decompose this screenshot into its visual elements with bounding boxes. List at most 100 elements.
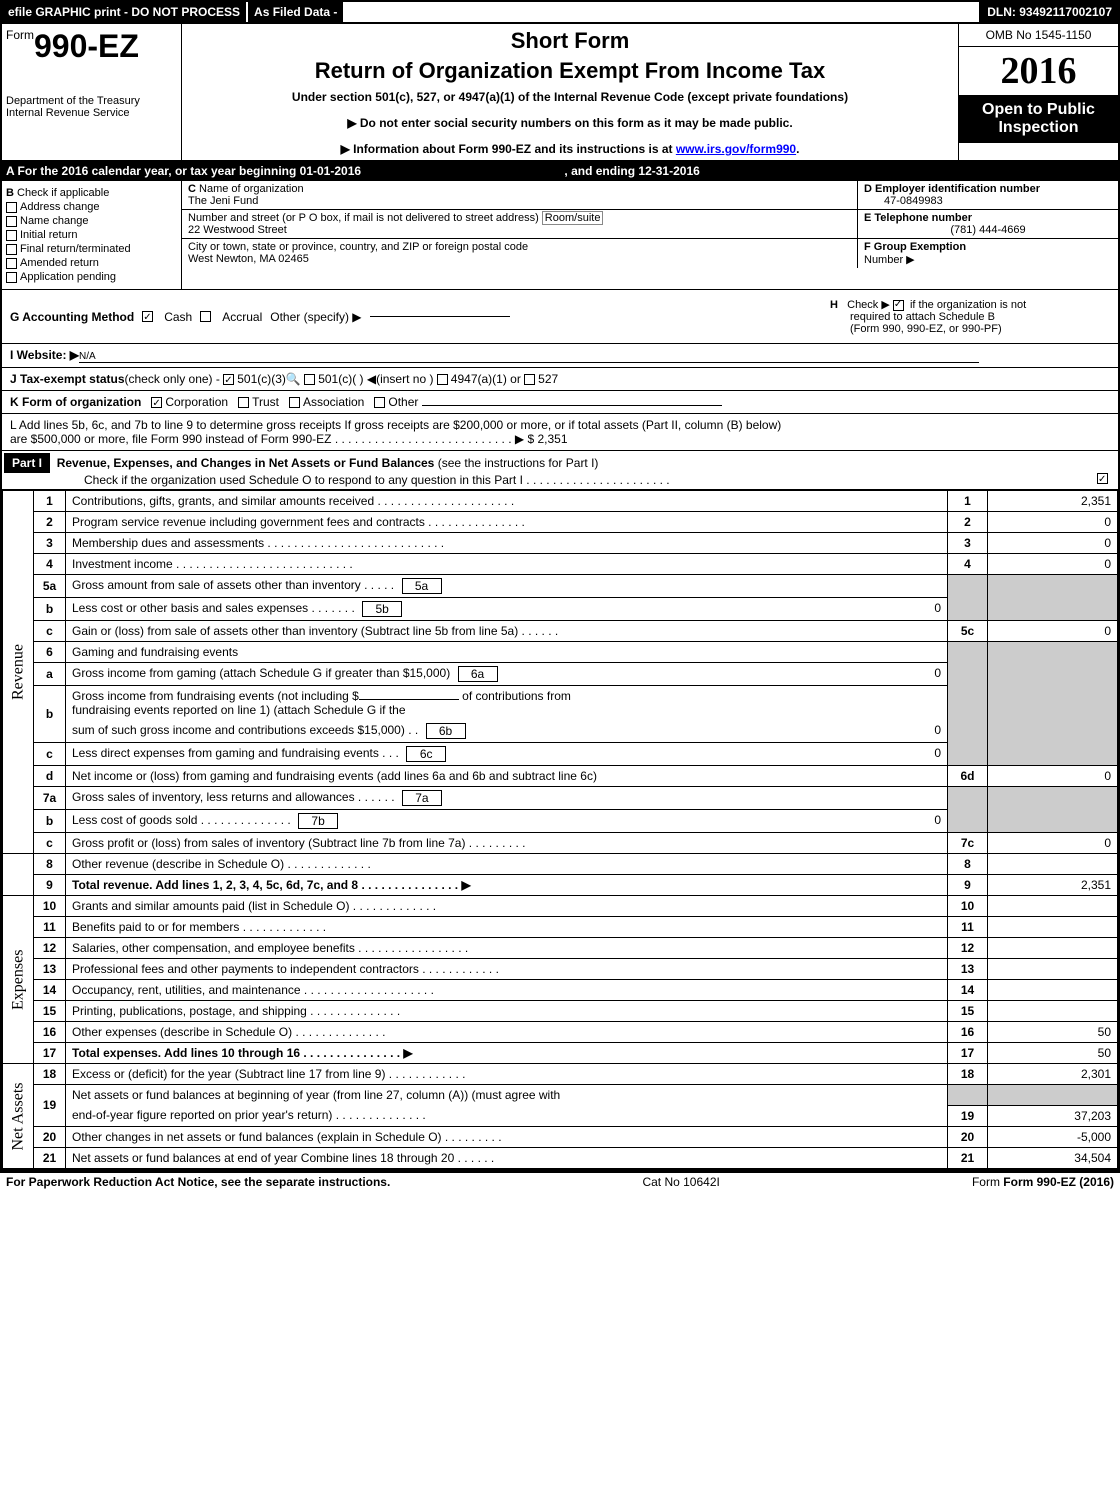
lno-12: 12 — [34, 938, 66, 959]
chk-assoc[interactable] — [289, 397, 300, 408]
line-1: Revenue 1 Contributions, gifts, grants, … — [3, 491, 1118, 512]
desc-12: Salaries, other compensation, and employ… — [66, 938, 948, 959]
chk-part-i[interactable] — [1097, 473, 1108, 484]
e-phone: E Telephone number (781) 444-4669 — [858, 210, 1118, 238]
c-street: Number and street (or P O box, if mail i… — [182, 210, 858, 238]
line-6d: d Net income or (loss) from gaming and f… — [3, 766, 1118, 787]
part-i-check: Check if the organization used Schedule … — [84, 473, 523, 487]
j-text: (check only one) - — [125, 372, 220, 386]
dln-label: DLN: 93492117002107 — [981, 2, 1118, 22]
chk-h[interactable] — [893, 300, 904, 311]
line-9: 9 Total revenue. Add lines 1, 2, 3, 4, 5… — [3, 875, 1118, 896]
desc-5b: Less cost or other basis and sales expen… — [66, 598, 948, 621]
lno-5a: 5a — [34, 575, 66, 598]
side-rev2 — [3, 854, 34, 896]
line-21: 21Net assets or fund balances at end of … — [3, 1147, 1118, 1168]
rno-18: 18 — [948, 1064, 988, 1085]
header: Form990-EZ Department of the Treasury In… — [2, 24, 1118, 162]
rno-19: 19 — [948, 1105, 988, 1126]
g-other: Other (specify) ▶ — [270, 310, 361, 324]
dept-irs: Internal Revenue Service — [6, 107, 177, 119]
rno-5c: 5c — [948, 621, 988, 642]
line-19b: end-of-year figure reported on prior yea… — [3, 1105, 1118, 1126]
chk-final[interactable] — [6, 244, 17, 255]
footer-left: For Paperwork Reduction Act Notice, see … — [6, 1175, 390, 1189]
g-other-blank[interactable] — [370, 316, 510, 317]
k-other-blank[interactable] — [422, 405, 722, 406]
amt-12 — [988, 938, 1118, 959]
b-label: B — [6, 187, 14, 199]
irs-link[interactable]: www.irs.gov/form990 — [676, 142, 796, 156]
d6a: Gross income from gaming (attach Schedul… — [72, 666, 450, 680]
under-section: Under section 501(c), 527, or 4947(a)(1)… — [190, 90, 950, 104]
d5b: Less cost or other basis and sales expen… — [72, 601, 355, 615]
lno-17: 17 — [34, 1043, 66, 1064]
chk-cash[interactable] — [142, 311, 153, 322]
b-opt-4: Amended return — [20, 257, 99, 269]
lno-18: 18 — [34, 1064, 66, 1085]
chk-name[interactable] — [6, 216, 17, 227]
line-10: Expenses 10 Grants and similar amounts p… — [3, 896, 1118, 917]
short-form: Short Form — [190, 28, 950, 54]
desc-4: Investment income . . . . . . . . . . . … — [66, 554, 948, 575]
lno-15: 15 — [34, 1001, 66, 1022]
chk-other[interactable] — [374, 397, 385, 408]
d-ein: D Employer identification number 47-0849… — [858, 181, 1118, 209]
rno-16: 16 — [948, 1022, 988, 1043]
part-i-dots: . . . . . . . . . . . . . . . . . . . . … — [526, 473, 669, 487]
d6b1: Gross income from fundraising events (no… — [72, 689, 359, 703]
section-a-text: A For the 2016 calendar year, or tax yea… — [2, 162, 1118, 180]
open-public-2: Inspection — [965, 119, 1112, 137]
l-text1: L Add lines 5b, 6c, and 7b to line 9 to … — [10, 418, 781, 432]
amt-20: -5,000 — [988, 1126, 1118, 1147]
c-street-row: Number and street (or P O box, if mail i… — [182, 210, 1118, 239]
desc-6d: Net income or (loss) from gaming and fun… — [66, 766, 948, 787]
right-box: OMB No 1545-1150 2016 Open to Public Ins… — [958, 24, 1118, 160]
line-19a: 19 Net assets or fund balances at beginn… — [3, 1085, 1118, 1106]
amt-21: 34,504 — [988, 1147, 1118, 1168]
chk-accrual[interactable] — [200, 311, 211, 322]
lno-1: 1 — [34, 491, 66, 512]
chk-amended[interactable] — [6, 258, 17, 269]
side-revenue: Revenue — [3, 491, 34, 854]
chk-corp[interactable] — [151, 397, 162, 408]
chk-trust[interactable] — [238, 397, 249, 408]
rno-14: 14 — [948, 980, 988, 1001]
c-name-row: C Name of organization The Jeni Fund D E… — [182, 181, 1118, 210]
form-number-box: Form990-EZ Department of the Treasury In… — [2, 24, 182, 160]
j-opt4: 527 — [538, 372, 558, 386]
c-name: C Name of organization The Jeni Fund — [182, 181, 858, 209]
chk-pending[interactable] — [6, 272, 17, 283]
chk-initial[interactable] — [6, 230, 17, 241]
c-label: C — [188, 183, 196, 195]
line-8: 8 Other revenue (describe in Schedule O)… — [3, 854, 1118, 875]
b-opt-2: Initial return — [20, 229, 77, 241]
chk-527[interactable] — [524, 374, 535, 385]
chk-501c3[interactable] — [223, 374, 234, 385]
amt-6d: 0 — [988, 766, 1118, 787]
h-t3: required to attach Schedule B — [850, 311, 995, 323]
g-label: G Accounting Method — [10, 310, 134, 324]
desc-7b: Less cost of goods sold . . . . . . . . … — [66, 810, 948, 833]
shade-5 — [948, 575, 988, 621]
desc-10: Grants and similar amounts paid (list in… — [66, 896, 948, 917]
line-3: 3 Membership dues and assessments . . . … — [3, 533, 1118, 554]
b-opt-1: Name change — [20, 215, 89, 227]
chk-501c[interactable] — [304, 374, 315, 385]
amt-10 — [988, 896, 1118, 917]
i-row: I Website: ▶N/A — [2, 344, 1118, 368]
g-row: G Accounting Method Cash Accrual Other (… — [2, 290, 1118, 344]
c-name-label: Name of organization — [199, 183, 304, 195]
desc-2: Program service revenue including govern… — [66, 512, 948, 533]
v6c: 0 — [934, 746, 941, 760]
chk-4947[interactable] — [437, 374, 448, 385]
h-box: H Check ▶ if the organization is not req… — [830, 298, 1110, 335]
line-5c: c Gain or (loss) from sale of assets oth… — [3, 621, 1118, 642]
amt-15 — [988, 1001, 1118, 1022]
blank-6b[interactable] — [359, 699, 459, 700]
part-i-header: Part I Revenue, Expenses, and Changes in… — [2, 451, 1118, 490]
chk-address[interactable] — [6, 202, 17, 213]
j-opt3: 4947(a)(1) or — [451, 372, 521, 386]
amt-17: 50 — [988, 1043, 1118, 1064]
desc-13: Professional fees and other payments to … — [66, 959, 948, 980]
